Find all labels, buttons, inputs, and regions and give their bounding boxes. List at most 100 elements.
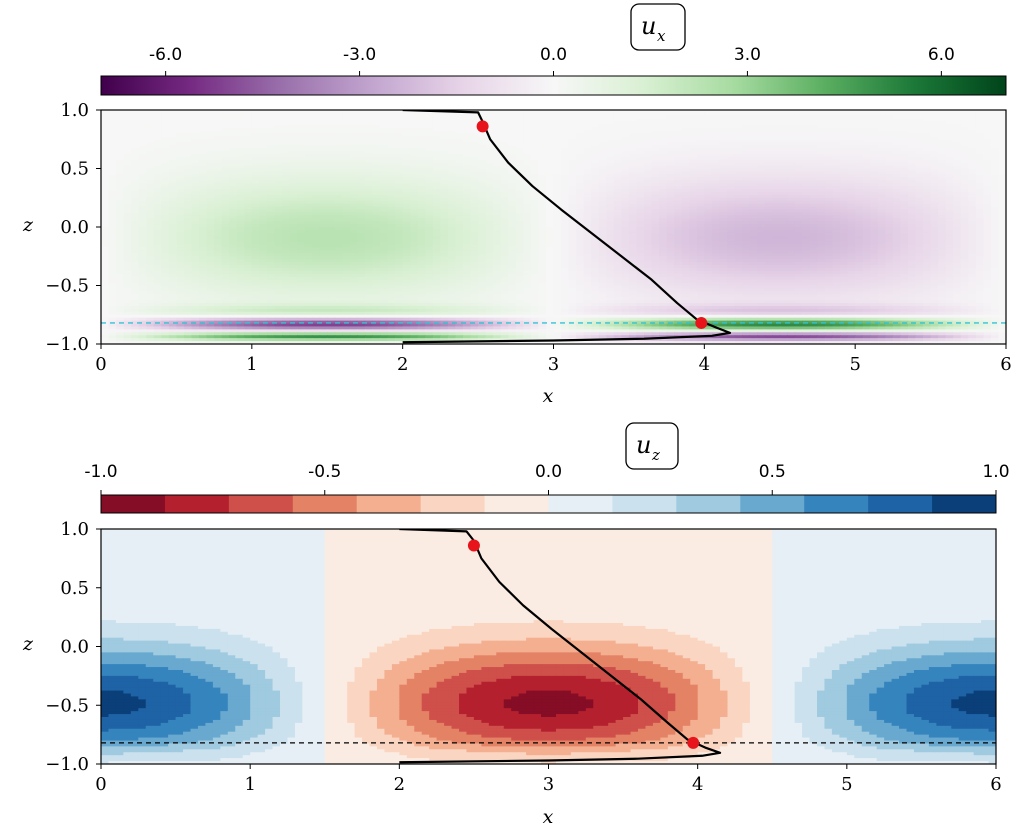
heatmap-cell — [794, 174, 803, 178]
heatmap-cell — [636, 139, 645, 143]
heatmap-cell — [515, 139, 524, 143]
heatmap-cell — [726, 200, 736, 205]
heatmap-cell — [681, 153, 690, 158]
heatmap-cell — [764, 221, 773, 225]
heatmap-cell — [244, 165, 253, 170]
heatmap-cell — [990, 121, 1000, 126]
heatmap-cell — [131, 229, 140, 234]
heatmap-cell — [372, 110, 381, 114]
heatmap-cell — [945, 153, 954, 158]
heatmap-cell — [681, 174, 690, 178]
heatmap-cell — [161, 224, 170, 228]
heatmap-cell — [297, 153, 306, 158]
heatmap-cell — [199, 218, 208, 222]
heatmap-cell — [598, 127, 607, 132]
heatmap-cell — [840, 177, 849, 181]
heatmap-cell — [523, 136, 532, 140]
heatmap-cell — [877, 221, 886, 225]
heatmap-cell — [116, 115, 125, 120]
heatmap-cell — [478, 191, 487, 196]
heatmap-cell — [485, 180, 494, 184]
heatmap-cell — [236, 168, 245, 173]
heatmap-cell — [463, 188, 472, 193]
heatmap-cell — [485, 200, 494, 205]
heatmap-cell — [138, 162, 147, 167]
heatmap-cell — [259, 186, 268, 190]
heatmap-cell — [282, 136, 291, 140]
heatmap-cell — [719, 165, 728, 170]
heatmap-cell — [553, 209, 562, 213]
heatmap-cell — [598, 209, 607, 213]
heatmap-cell — [998, 197, 1006, 202]
heatmap-cell — [146, 183, 155, 187]
heatmap-cell — [530, 212, 540, 216]
heatmap-cell — [153, 118, 162, 123]
heatmap-cell — [432, 115, 441, 120]
heatmap-cell — [742, 162, 751, 167]
heatmap-cell — [711, 127, 721, 132]
heatmap-cell — [349, 209, 359, 213]
heatmap-cell — [244, 183, 253, 187]
heatmap-cell — [870, 188, 879, 193]
heatmap-cell — [847, 200, 856, 205]
heatmap-cell — [689, 177, 698, 181]
heatmap-cell — [591, 148, 600, 152]
heatmap-cell — [440, 177, 449, 181]
heatmap-cell — [387, 186, 396, 190]
heatmap-cell — [274, 150, 283, 155]
heatmap-cell — [221, 229, 230, 234]
heatmap-cell — [138, 165, 147, 170]
heatmap-cell — [478, 227, 487, 231]
heatmap-cell — [794, 121, 803, 126]
heatmap-cell — [719, 142, 728, 146]
heatmap-cell — [553, 139, 562, 143]
heatmap-cell — [380, 115, 389, 120]
heatmap-cell — [923, 142, 932, 146]
heatmap-cell — [892, 118, 902, 123]
heatmap-cell — [734, 209, 743, 213]
heatmap-cell — [644, 209, 653, 213]
heatmap-cell — [945, 174, 954, 178]
heatmap-cell — [364, 168, 374, 173]
heatmap-cell — [757, 200, 766, 205]
heatmap-cell — [772, 156, 781, 161]
heatmap-cell — [334, 139, 343, 143]
heatmap-cell — [553, 118, 562, 123]
heatmap-cell — [334, 203, 343, 208]
heatmap-cell — [530, 183, 540, 187]
colorbar-tick-label: -6.0 — [149, 45, 182, 65]
heatmap-cell — [327, 218, 336, 222]
heatmap-cell — [101, 112, 110, 117]
heatmap-cell — [312, 153, 321, 158]
heatmap-cell — [553, 165, 562, 170]
heatmap-cell — [199, 159, 208, 164]
heatmap-cell — [711, 112, 721, 117]
heatmap-cell — [161, 165, 170, 170]
heatmap-cell — [161, 174, 170, 178]
heatmap-cell — [304, 186, 313, 190]
heatmap-cell — [515, 133, 524, 137]
heatmap-cell — [410, 162, 419, 167]
heatmap-cell — [101, 224, 110, 228]
heatmap-cell — [900, 133, 909, 137]
heatmap-cell — [644, 127, 653, 132]
heatmap-cell — [802, 168, 811, 173]
heatmap-cell — [395, 162, 404, 167]
heatmap-cell — [282, 112, 291, 117]
heatmap-cell — [123, 194, 132, 199]
heatmap-cell — [123, 110, 132, 114]
heatmap-cell — [214, 139, 223, 143]
heatmap-cell — [131, 224, 140, 228]
heatmap-cell — [123, 177, 132, 181]
heatmap-cell — [930, 191, 939, 196]
heatmap-cell — [945, 133, 954, 137]
heatmap-cell — [319, 153, 328, 158]
heatmap-cell — [410, 112, 419, 117]
heatmap-cell — [199, 221, 208, 225]
heatmap-cell — [772, 115, 781, 120]
heatmap-cell — [975, 118, 984, 123]
heatmap-cell — [244, 215, 253, 219]
heatmap-cell — [990, 150, 1000, 155]
heatmap-cell — [855, 142, 864, 146]
heatmap-cell — [508, 188, 517, 193]
